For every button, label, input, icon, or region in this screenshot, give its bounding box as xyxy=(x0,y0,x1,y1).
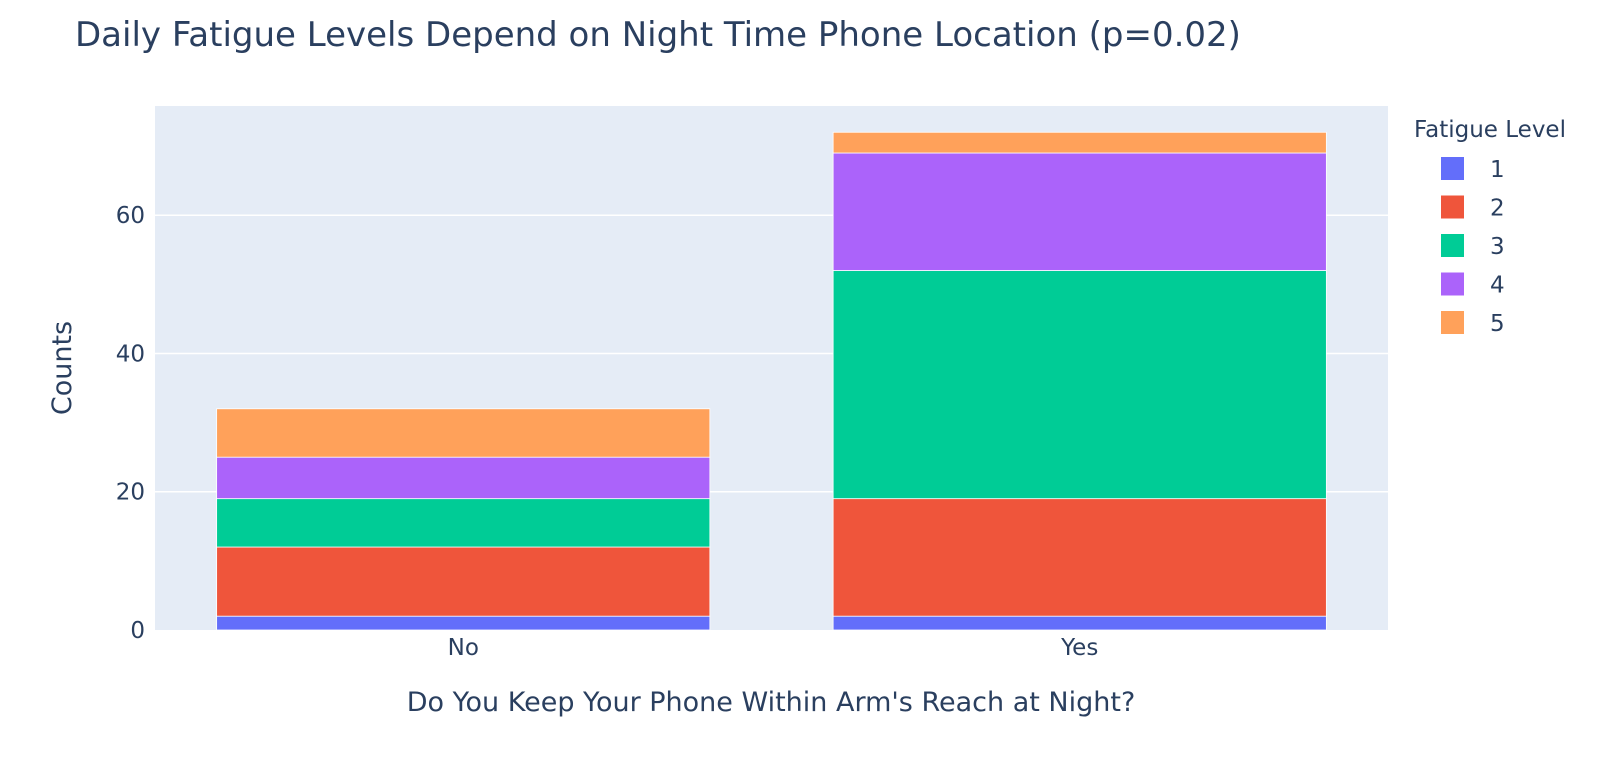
y-tick-label: 20 xyxy=(116,480,145,506)
legend-swatch-3 xyxy=(1441,234,1464,257)
legend-label-4: 4 xyxy=(1490,273,1505,299)
y-tick-label: 40 xyxy=(116,341,145,367)
legend: Fatigue Level 1 2 3 4 5 xyxy=(1414,117,1566,337)
bar-no-level-1 xyxy=(216,615,711,631)
y-axis-title: Counts xyxy=(47,321,78,415)
x-axis-ticks: No Yes xyxy=(448,635,1099,661)
legend-swatch-4 xyxy=(1441,272,1464,296)
bar-yes-level-1 xyxy=(832,615,1327,631)
bar-no-level-3 xyxy=(216,498,711,548)
bar-no-level-2 xyxy=(216,546,711,617)
legend-label-3: 3 xyxy=(1490,234,1505,260)
x-tick-label: Yes xyxy=(1060,635,1098,661)
bar-yes-level-3 xyxy=(832,270,1327,500)
legend-swatch-2 xyxy=(1441,195,1464,219)
legend-label-1: 1 xyxy=(1490,157,1505,183)
bar-yes-level-5 xyxy=(832,131,1327,154)
bar-no-level-4 xyxy=(216,456,711,500)
bar-yes-level-2 xyxy=(832,498,1327,617)
x-tick-label: No xyxy=(448,635,479,661)
legend-swatch-5 xyxy=(1441,311,1464,334)
legend-label-2: 2 xyxy=(1490,196,1505,222)
x-axis-title: Do You Keep Your Phone Within Arm's Reac… xyxy=(407,687,1136,718)
legend-label-5: 5 xyxy=(1490,311,1505,337)
chart-title: Daily Fatigue Levels Depend on Night Tim… xyxy=(75,15,1241,55)
bar-yes-level-4 xyxy=(832,152,1327,271)
bar-no-level-5 xyxy=(216,408,711,458)
y-tick-label: 60 xyxy=(116,203,145,229)
legend-swatch-1 xyxy=(1441,157,1464,180)
y-axis-ticks: 0 20 40 60 xyxy=(116,203,145,644)
legend-title: Fatigue Level xyxy=(1414,117,1566,143)
y-tick-label: 0 xyxy=(130,618,145,644)
bars xyxy=(216,131,1327,631)
